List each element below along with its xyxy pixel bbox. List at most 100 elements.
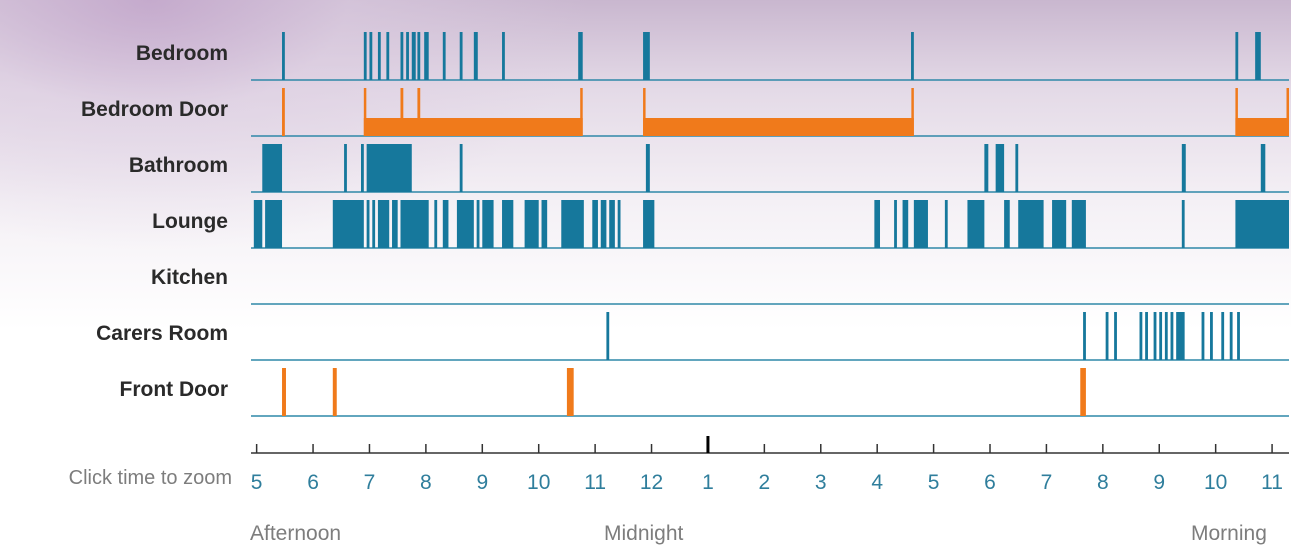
- motion-event-mark: [1164, 312, 1168, 360]
- motion-event-mark: [363, 32, 367, 80]
- zoom-hint-label: Click time to zoom: [68, 467, 232, 489]
- motion-event-mark: [476, 200, 480, 248]
- motion-event-mark: [392, 200, 398, 248]
- door-event-mark: [400, 88, 404, 136]
- row-front-door: [251, 368, 1289, 417]
- row-label-kitchen: Kitchen: [150, 266, 228, 289]
- tick-label-0[interactable]: 5: [251, 471, 263, 494]
- motion-event-mark: [1114, 312, 1117, 360]
- door-event-mark: [417, 88, 421, 136]
- motion-event-mark: [482, 200, 494, 248]
- motion-event-mark: [369, 32, 373, 80]
- motion-event-mark: [377, 32, 381, 80]
- tick-label-4[interactable]: 9: [476, 471, 488, 494]
- motion-event-mark: [967, 200, 985, 248]
- motion-event-mark: [902, 200, 909, 248]
- tick-label-11[interactable]: 4: [871, 471, 883, 494]
- motion-event-mark: [459, 32, 463, 80]
- motion-event-mark: [600, 200, 607, 248]
- motion-event-mark: [1201, 312, 1205, 360]
- door-event-mark: [363, 88, 367, 136]
- door-event-mark: [911, 88, 914, 136]
- motion-event-mark: [617, 200, 621, 248]
- tick-label-13[interactable]: 6: [984, 471, 996, 494]
- tick-label-9[interactable]: 2: [759, 471, 771, 494]
- tick-label-2[interactable]: 7: [364, 471, 376, 494]
- motion-event-mark: [1004, 200, 1010, 248]
- row-bedroom-door: [251, 88, 1289, 137]
- motion-event-mark: [411, 32, 416, 80]
- motion-event-mark: [344, 144, 347, 192]
- motion-event-mark: [502, 200, 514, 248]
- tick-label-15[interactable]: 8: [1097, 471, 1109, 494]
- tick-label-10[interactable]: 3: [815, 471, 827, 494]
- motion-event-mark: [417, 32, 421, 80]
- tick-label-3[interactable]: 8: [420, 471, 432, 494]
- morning-label: Morning: [1191, 522, 1267, 545]
- motion-event-mark: [377, 200, 390, 248]
- motion-event-mark: [1176, 312, 1185, 360]
- motion-event-mark: [609, 200, 615, 248]
- motion-event-mark: [874, 200, 881, 248]
- tick-label-6[interactable]: 11: [584, 471, 606, 494]
- tick-label-7[interactable]: 12: [640, 471, 663, 494]
- motion-event-mark: [1105, 312, 1109, 360]
- motion-event-mark: [502, 32, 505, 80]
- motion-event-mark: [424, 32, 429, 80]
- motion-event-mark: [1018, 200, 1044, 248]
- motion-event-mark: [265, 200, 283, 248]
- tick-label-14[interactable]: 7: [1041, 471, 1053, 494]
- motion-event-mark: [1052, 200, 1067, 248]
- row-lounge: [251, 200, 1289, 249]
- motion-event-mark: [1221, 312, 1225, 360]
- motion-event-mark: [1153, 312, 1157, 360]
- motion-event-mark: [913, 200, 928, 248]
- motion-event-mark: [524, 200, 539, 248]
- motion-event-mark: [1139, 312, 1143, 360]
- motion-event-mark: [643, 200, 655, 248]
- motion-event-mark: [1181, 144, 1186, 192]
- tick-label-5[interactable]: 10: [527, 471, 550, 494]
- motion-event-mark: [372, 200, 376, 248]
- row-label-bedroom: Bedroom: [135, 42, 228, 65]
- motion-event-mark: [894, 200, 897, 248]
- motion-event-mark: [262, 144, 283, 192]
- motion-event-mark: [1083, 312, 1086, 360]
- row-label-lounge: Lounge: [152, 210, 228, 233]
- door-open-period: [1235, 118, 1289, 136]
- row-label-front-door: Front Door: [119, 378, 228, 401]
- tick-label-17[interactable]: 10: [1204, 471, 1227, 494]
- motion-event-mark: [1170, 312, 1174, 360]
- row-carers-room: [251, 312, 1289, 361]
- door-event-mark: [566, 368, 574, 416]
- tick-label-18[interactable]: 11: [1261, 471, 1283, 494]
- time-axis: 5 6 7 8 9 10 11 12 1 2 3 4 5 6 7 8 9 10 11: [251, 436, 1289, 494]
- motion-event-mark: [442, 32, 446, 80]
- row-bathroom: [251, 144, 1289, 193]
- tick-label-12[interactable]: 5: [928, 471, 940, 494]
- motion-event-mark: [944, 200, 948, 248]
- row-label-bathroom: Bathroom: [128, 154, 228, 177]
- motion-event-mark: [400, 200, 429, 248]
- door-open-period: [643, 118, 914, 136]
- motion-event-mark: [253, 200, 263, 248]
- door-event-mark: [643, 88, 646, 136]
- motion-event-mark: [456, 200, 474, 248]
- motion-event-mark: [1145, 312, 1148, 360]
- tick-label-1[interactable]: 6: [307, 471, 319, 494]
- motion-event-mark: [1237, 312, 1240, 360]
- row-bedroom: [251, 32, 1289, 81]
- door-open-period: [363, 118, 583, 136]
- afternoon-label: Afternoon: [250, 522, 342, 545]
- motion-event-mark: [442, 200, 449, 248]
- motion-event-mark: [1181, 200, 1185, 248]
- row-label-carers-room: Carers Room: [96, 322, 228, 345]
- motion-event-mark: [995, 144, 1005, 192]
- door-event-mark: [332, 368, 337, 416]
- motion-event-mark: [473, 32, 478, 80]
- door-event-mark: [1286, 88, 1289, 136]
- tick-label-16[interactable]: 9: [1153, 471, 1165, 494]
- tick-label-8[interactable]: 1: [702, 471, 714, 494]
- motion-event-mark: [1015, 144, 1019, 192]
